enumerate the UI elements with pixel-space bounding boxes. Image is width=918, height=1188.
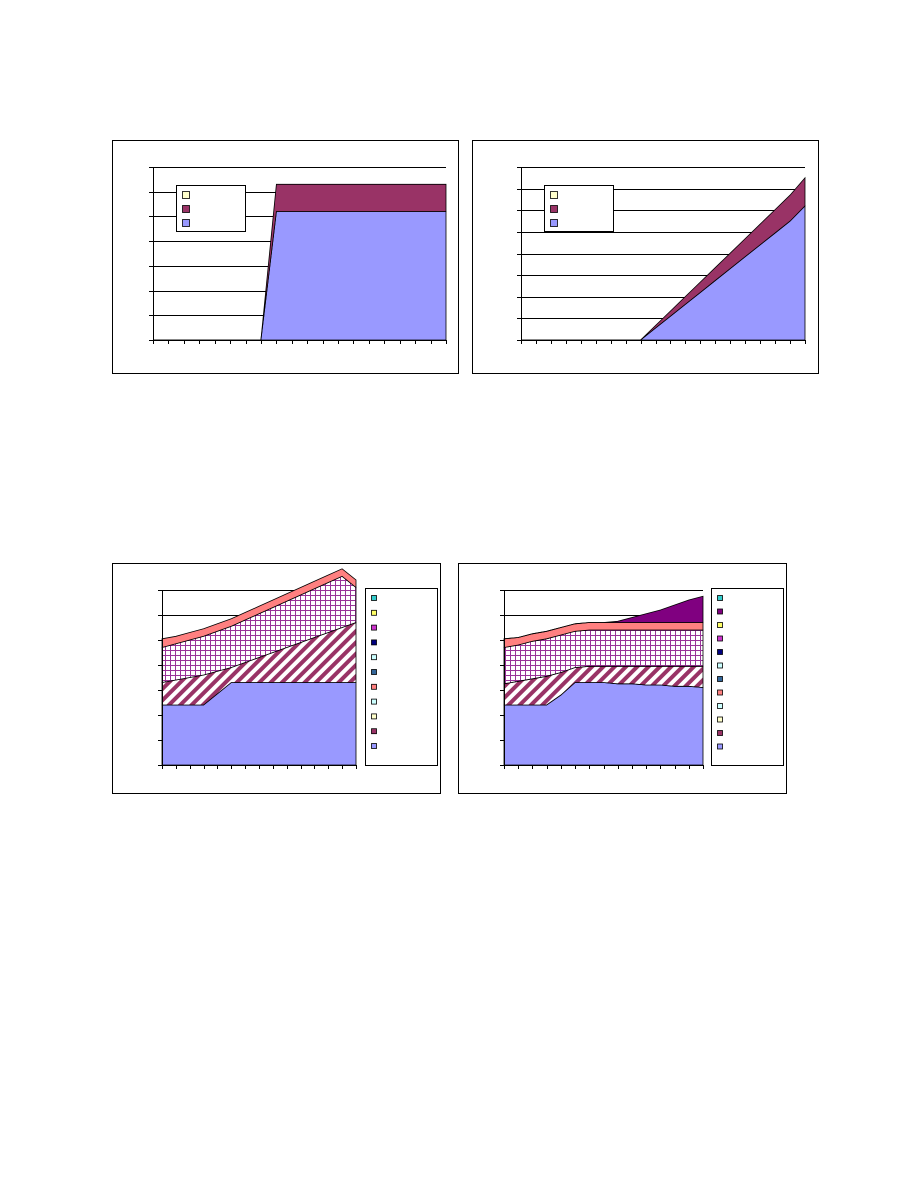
- legend-swatch: [550, 191, 558, 199]
- legend-swatch: [717, 703, 723, 709]
- legend-swatch: [371, 669, 377, 675]
- legend-swatch: [550, 219, 558, 227]
- legend-top-right: [544, 185, 614, 232]
- legend-swatch: [182, 191, 190, 199]
- legend-swatch: [717, 635, 723, 642]
- legend-box: [711, 588, 784, 766]
- legend-swatch: [182, 219, 190, 227]
- area-series-4: [503, 595, 704, 640]
- area-series-3: [161, 568, 357, 649]
- legend-box: [365, 588, 438, 766]
- legend-swatch: [717, 622, 723, 628]
- legend-swatch: [717, 730, 723, 736]
- legend-swatch: [371, 728, 377, 735]
- legend-swatch: [717, 743, 723, 750]
- legend-swatch: [717, 608, 723, 615]
- legend-swatch: [371, 654, 377, 661]
- legend-swatch: [371, 609, 377, 616]
- legend-swatch: [371, 743, 377, 749]
- legend-swatch: [717, 595, 723, 601]
- legend-swatch: [371, 683, 377, 690]
- chart-bottom-left: [158, 568, 438, 769]
- legend-swatch: [371, 698, 377, 705]
- legend-swatch: [717, 649, 723, 655]
- legend-swatch: [371, 624, 377, 631]
- legend-bottom-right: [711, 588, 784, 766]
- legend-swatch: [717, 662, 723, 669]
- legend-bottom-left: [365, 588, 438, 766]
- chart-bottom-right: [500, 588, 784, 769]
- legend-swatch: [182, 205, 190, 213]
- legend-swatch: [371, 595, 377, 601]
- legend-top-left: [176, 185, 246, 232]
- chart-top-right: [517, 167, 806, 344]
- legend-swatch: [717, 676, 723, 682]
- legend-swatch: [550, 205, 558, 213]
- legend-swatch: [717, 689, 723, 696]
- legend-swatch: [717, 716, 723, 723]
- chart-top-left: [149, 167, 447, 344]
- legend-swatch: [371, 639, 377, 646]
- legend-swatch: [371, 713, 377, 720]
